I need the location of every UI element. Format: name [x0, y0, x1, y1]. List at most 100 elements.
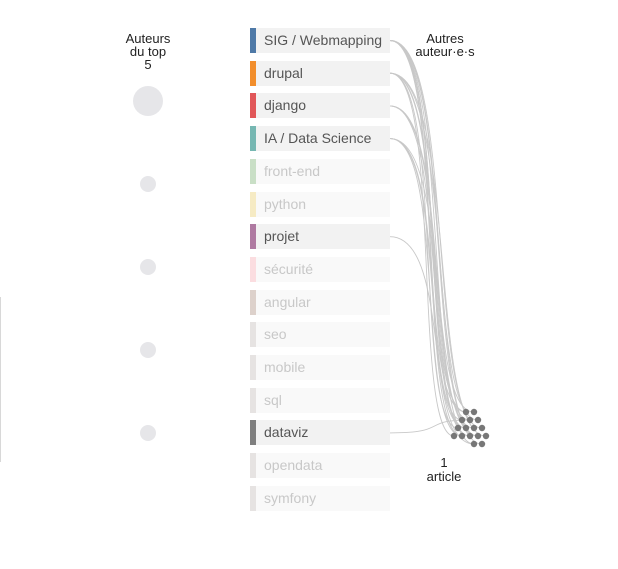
tag-label: python [264, 195, 307, 212]
tag-background [250, 224, 390, 250]
tag-row[interactable]: dataviz [250, 420, 390, 446]
top-author-circle[interactable] [140, 259, 156, 275]
tag-color-bar [250, 93, 256, 119]
other-author-dot[interactable] [478, 440, 486, 448]
tag-row[interactable]: angular [250, 289, 390, 315]
tag-color-bar [250, 485, 256, 511]
tag-background [250, 453, 390, 479]
other-author-dot[interactable] [470, 440, 478, 448]
tag-label: django [264, 97, 307, 114]
top-authors-header-line-1: Auteurs [125, 31, 171, 46]
tag-row[interactable]: mobile [250, 355, 390, 380]
tag-color-bar [250, 355, 256, 380]
tag-background [250, 28, 390, 53]
tag-background [250, 387, 390, 413]
tag-color-bar [250, 126, 256, 152]
tag-author-link [389, 40, 467, 413]
tag-author-link [389, 40, 467, 413]
tag-color-bar [250, 60, 256, 86]
other-author-dot[interactable] [450, 432, 458, 440]
tag-author-link [389, 72, 483, 445]
tag-label: seo [264, 326, 287, 343]
tag-background [250, 158, 390, 184]
other-author-dot[interactable] [482, 432, 490, 440]
tag-color-bar [250, 158, 256, 184]
other-author-dot[interactable] [478, 424, 486, 432]
tag-author-link [389, 138, 467, 429]
tag-row[interactable]: IA / Data Science [250, 126, 390, 152]
other-authors-header: Autres auteur·e·s [404, 32, 486, 58]
tag-background [250, 126, 390, 152]
tag-color-bar [250, 453, 256, 479]
tag-author-link [389, 72, 455, 437]
tag-row[interactable]: seo [250, 322, 390, 348]
tag-background [250, 256, 390, 282]
tag-background [250, 485, 390, 511]
other-author-dot[interactable] [462, 424, 470, 432]
tag-label: opendata [264, 457, 323, 474]
tag-label: SIG / Webmapping [264, 32, 383, 48]
top-author-circle[interactable] [140, 342, 156, 358]
tag-row[interactable]: symfony [250, 485, 390, 511]
tag-color-bar [250, 420, 256, 446]
tag-label: sql [264, 391, 282, 408]
tag-row[interactable]: opendata [250, 453, 390, 479]
tag-label: symfony [264, 489, 317, 506]
tag-author-link [389, 419, 471, 434]
other-author-dot[interactable] [466, 432, 474, 440]
tag-row[interactable]: front-end [250, 158, 390, 184]
tag-label: mobile [264, 359, 306, 375]
tag-label: projet [264, 228, 300, 245]
top-author-circle[interactable] [140, 176, 156, 192]
top-authors-header-line-3: 5 [144, 57, 152, 72]
tag-background [250, 93, 390, 119]
other-author-dot[interactable] [458, 432, 466, 440]
tag-color-bar [250, 256, 256, 282]
other-author-dot[interactable] [454, 424, 462, 432]
tag-row[interactable]: python [250, 191, 390, 217]
tag-background [250, 420, 390, 446]
left-divider [0, 297, 1, 462]
legend-label: 1 article [404, 456, 484, 484]
tag-background [250, 355, 390, 380]
tag-label: dataviz [264, 424, 309, 441]
tag-color-bar [250, 289, 256, 315]
other-author-dot[interactable] [470, 408, 478, 416]
tag-color-bar [250, 191, 256, 217]
top-author-circle[interactable] [133, 86, 163, 116]
other-author-dot[interactable] [458, 416, 466, 424]
other-author-dot[interactable] [470, 424, 478, 432]
tag-row[interactable]: sql [250, 387, 390, 413]
tag-color-bar [250, 322, 256, 348]
other-author-dot[interactable] [462, 408, 470, 416]
tag-row[interactable]: projet [250, 224, 390, 250]
tag-author-link [389, 40, 463, 437]
tag-label: sécurité [264, 260, 314, 277]
other-author-dot[interactable] [466, 416, 474, 424]
top-authors-header: Auteurs du top 5 [108, 32, 188, 71]
tag-label: angular [264, 293, 311, 310]
tag-color-bar [250, 28, 256, 53]
tag-row[interactable]: sécurité [250, 256, 390, 282]
tag-label: front-end [264, 162, 321, 179]
tag-background [250, 289, 390, 315]
tag-row[interactable]: drupal [250, 60, 390, 86]
other-authors-header-line-1: Autres [426, 31, 464, 46]
other-author-dot[interactable] [474, 432, 482, 440]
tag-author-link [389, 40, 479, 421]
tag-row[interactable]: django [250, 93, 390, 119]
tag-label: IA / Data Science [264, 130, 372, 147]
tag-label: drupal [264, 64, 303, 81]
top-author-circle[interactable] [140, 425, 156, 441]
other-author-dot[interactable] [474, 416, 482, 424]
tag-color-bar [250, 224, 256, 250]
tag-author-link [389, 72, 471, 437]
tag-row[interactable]: SIG / Webmapping [250, 28, 390, 53]
legend-value: 1 [440, 455, 448, 470]
other-authors-header-line-2: auteur·e·s [415, 44, 475, 59]
tag-author-link [389, 72, 487, 437]
top-authors-header-line-2: du top [129, 44, 167, 59]
tag-background [250, 322, 390, 348]
tag-color-bar [250, 387, 256, 413]
